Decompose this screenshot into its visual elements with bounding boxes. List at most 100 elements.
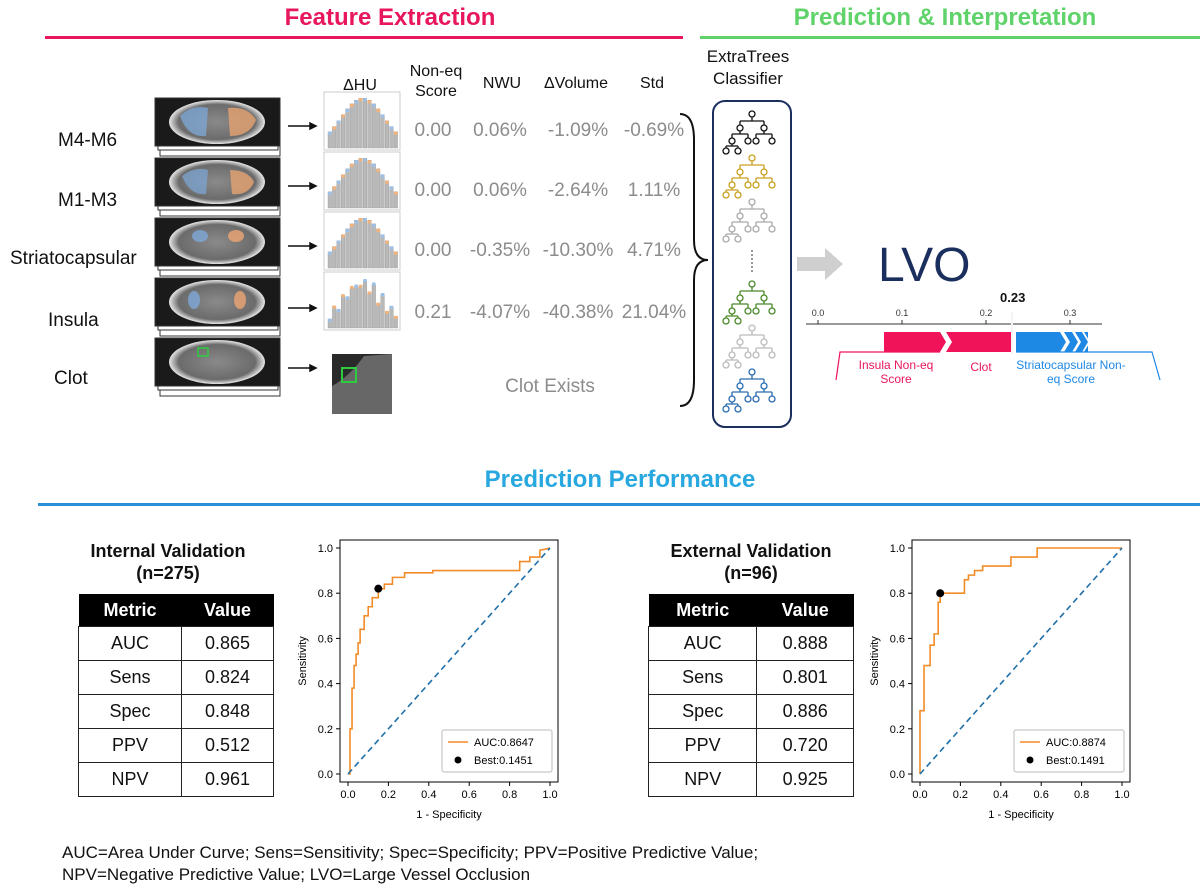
roc-y-tick-label: 0.4 bbox=[318, 679, 333, 691]
external-cell-value: 0.925 bbox=[756, 762, 854, 797]
internal-cell-value: 0.824 bbox=[181, 660, 274, 695]
feature-value-r0-c0: 0.00 bbox=[414, 120, 452, 141]
roc-y-tick-label: 0.0 bbox=[890, 769, 905, 781]
ct-slice-m1m3 bbox=[154, 157, 281, 217]
feature-brace bbox=[679, 113, 709, 407]
internal-cell-value: 0.512 bbox=[181, 728, 274, 763]
external-table-row: AUC 0.888 bbox=[647, 626, 854, 661]
roc-legend-best: Best:0.1491 bbox=[1046, 755, 1105, 767]
prediction-interpretation-title: Prediction & Interpretation bbox=[793, 4, 1097, 31]
shap-label-striatocapsular: Striatocapsular Non-eq Score bbox=[1016, 358, 1126, 386]
internal-cell-metric: PPV bbox=[77, 728, 183, 763]
decision-tree-icon-5 bbox=[722, 368, 776, 413]
feature-value-r3-c2: -40.38% bbox=[542, 302, 614, 323]
feature-value-r2-c3: 4.71% bbox=[627, 240, 681, 261]
roc-chart-external: 0.0 0.0 0.2 0.2 0.4 0.4 0.6 0.6 0.8 0.8 1.0 1.0 1 - … bbox=[869, 539, 1131, 821]
roc-y-tick-label: 0.0 bbox=[318, 769, 333, 781]
roc-y-tick-label: 0.4 bbox=[890, 679, 905, 691]
shap-tick-label-2: 0.2 bbox=[980, 308, 993, 318]
roc-x-tick-label: 0.6 bbox=[462, 789, 477, 801]
ct-slice-insula bbox=[154, 277, 281, 337]
roc-x-tick-label: 0.0 bbox=[912, 789, 927, 801]
col-header-dhu: ΔHU bbox=[343, 77, 377, 94]
internal-table-row: Spec 0.848 bbox=[77, 694, 274, 729]
abbreviation-footnote: AUC=Area Under Curve; Sens=Sensitivity; … bbox=[62, 842, 758, 886]
roc-y-tick-label: 0.8 bbox=[890, 588, 905, 600]
roc-x-tick-label: 0.4 bbox=[993, 789, 1008, 801]
feature-extraction-title: Feature Extraction bbox=[284, 4, 496, 31]
hu-histograms bbox=[323, 91, 401, 331]
external-cell-value: 0.720 bbox=[756, 728, 854, 763]
feature-value-r2-c2: -10.30% bbox=[542, 240, 614, 261]
roc-x-tick-label: 0.6 bbox=[1034, 789, 1049, 801]
roc-x-axis-label: 1 - Specificity bbox=[988, 809, 1054, 821]
feature-value-r3-c0: 0.21 bbox=[414, 302, 452, 323]
feature-value-r3-c3: 21.04% bbox=[621, 302, 687, 323]
ct-slice-clot bbox=[154, 337, 281, 397]
roc-y-tick-label: 0.6 bbox=[318, 633, 333, 645]
clot-crop-image bbox=[332, 354, 392, 414]
external-cell-value: 0.886 bbox=[756, 694, 854, 729]
external-cell-metric: PPV bbox=[647, 728, 758, 763]
col-header-std: Std bbox=[639, 75, 664, 92]
col-header-nwu: NWU bbox=[482, 75, 522, 92]
external-header-value: Value bbox=[756, 594, 854, 627]
internal-cell-metric: Sens bbox=[77, 660, 183, 695]
region-label-insula: Insula bbox=[48, 310, 99, 331]
roc-chance-line bbox=[347, 547, 551, 775]
arrows-to-histograms bbox=[288, 121, 318, 373]
roc-x-tick-label: 1.0 bbox=[542, 789, 557, 801]
roc-legend bbox=[441, 729, 553, 773]
roc-y-tick-label: 0.2 bbox=[318, 724, 333, 736]
decision-tree-icon-3 bbox=[722, 280, 776, 325]
roc-legend bbox=[1013, 729, 1125, 773]
internal-table-row: NPV 0.961 bbox=[77, 762, 274, 797]
roc-y-tick-label: 1.0 bbox=[890, 543, 905, 555]
external-header-metric: Metric bbox=[648, 594, 757, 627]
roc-best-point bbox=[374, 584, 383, 593]
external-table-row: Sens 0.801 bbox=[647, 660, 854, 695]
internal-cell-metric: Spec bbox=[77, 694, 183, 729]
internal-cell-value: 0.848 bbox=[181, 694, 274, 729]
ct-scan-graphic bbox=[154, 91, 401, 414]
prediction-arrow-icon bbox=[797, 248, 843, 280]
ct-slice-m4m6 bbox=[154, 97, 281, 157]
roc-legend-point-swatch bbox=[1026, 756, 1034, 764]
roc-y-tick-label: 0.8 bbox=[318, 588, 333, 600]
external-metrics-table: Metric Value AUC 0.888 Sens 0.801 Spec 0.886 P… bbox=[647, 594, 854, 797]
feature-value-r0-c1: 0.06% bbox=[473, 120, 527, 141]
roc-legend-auc: AUC:0.8874 bbox=[1046, 737, 1106, 749]
roc-best-point bbox=[936, 589, 945, 598]
footnote-line1: AUC=Area Under Curve; Sens=Sensitivity; … bbox=[62, 843, 759, 862]
roc-y-axis-label: Sensitivity bbox=[869, 636, 881, 686]
shap-bar-negative bbox=[1016, 332, 1088, 352]
external-validation-title: External Validation (n=96) bbox=[648, 540, 854, 584]
histogram-2 bbox=[323, 211, 401, 271]
prediction-label-lvo: LVO bbox=[878, 239, 971, 292]
classifier-title-line1: ExtraTrees bbox=[706, 47, 790, 66]
region-label-m4m6: M4-M6 bbox=[58, 130, 118, 151]
decision-tree-icon-1 bbox=[722, 154, 776, 199]
internal-table-row: PPV 0.512 bbox=[77, 728, 274, 763]
feature-value-r1-c3: 1.11% bbox=[627, 180, 681, 201]
roc-y-tick-label: 1.0 bbox=[318, 543, 333, 555]
external-cell-value: 0.801 bbox=[756, 660, 854, 695]
external-cell-metric: AUC bbox=[647, 626, 758, 661]
classifier-title-line2: Classifier bbox=[713, 69, 783, 88]
roc-y-tick-label: 0.6 bbox=[890, 633, 905, 645]
decision-tree-icon-0 bbox=[722, 110, 776, 155]
internal-validation-name: Internal Validation bbox=[90, 541, 246, 561]
roc-x-tick-label: 0.8 bbox=[1074, 789, 1089, 801]
decision-tree-icon-4 bbox=[722, 324, 776, 369]
feature-value-r1-c1: 0.06% bbox=[473, 180, 527, 201]
shap-label-clot: Clot bbox=[970, 360, 992, 374]
prediction-performance-rule bbox=[38, 503, 1200, 506]
col-header-noneq: Non-eq Score bbox=[409, 63, 463, 100]
roc-y-axis-label: Sensitivity bbox=[297, 636, 309, 686]
external-cell-metric: Spec bbox=[647, 694, 758, 729]
feature-value-r2-c0: 0.00 bbox=[414, 240, 452, 261]
external-table-row: PPV 0.720 bbox=[647, 728, 854, 763]
internal-cell-value: 0.961 bbox=[181, 762, 274, 797]
internal-validation-n: (n=275) bbox=[136, 563, 200, 583]
roc-curve bbox=[348, 547, 551, 775]
